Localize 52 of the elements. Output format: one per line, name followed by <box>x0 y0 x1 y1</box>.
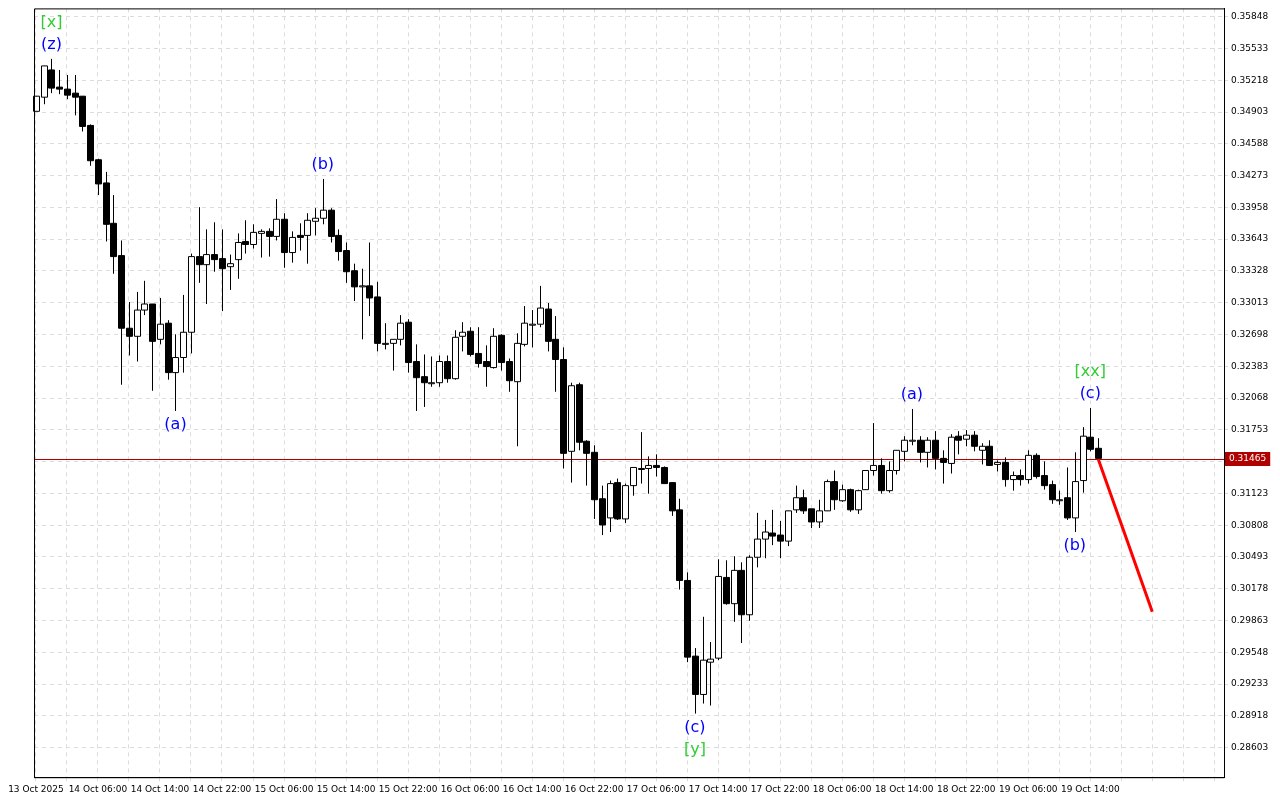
y-tick-label: 0.34903 <box>1231 106 1269 117</box>
annotation: (a) <box>900 384 924 404</box>
y-tick-label: 0.33328 <box>1231 265 1269 276</box>
y-tick-label: 0.33013 <box>1231 297 1269 308</box>
x-tick-label: 14 Oct 06:00 <box>68 783 128 794</box>
annotation: (b) <box>311 154 335 174</box>
x-tick-label: 16 Oct 22:00 <box>564 783 624 794</box>
y-tick-label: 0.32383 <box>1231 360 1269 371</box>
y-tick-label: 0.35848 <box>1231 11 1269 22</box>
x-tick-label: 13 Oct 2025 <box>8 783 64 794</box>
annotation: (b) <box>1063 535 1087 555</box>
x-tick-label: 14 Oct 22:00 <box>192 783 252 794</box>
x-tick-label: 17 Oct 06:00 <box>626 783 686 794</box>
y-tick-label: 0.29233 <box>1231 678 1269 689</box>
x-tick-label: 14 Oct 14:00 <box>130 783 190 794</box>
y-tick-label: 0.30493 <box>1231 551 1269 562</box>
annotation: [xx] <box>1074 361 1106 381</box>
y-tick-label: 0.32698 <box>1231 328 1269 339</box>
y-tick-label: 0.30808 <box>1231 519 1269 530</box>
annotation: [y] <box>683 738 706 758</box>
y-tick-label: 0.34273 <box>1231 169 1269 180</box>
x-tick-label: 18 Oct 06:00 <box>812 783 872 794</box>
y-tick-label: 0.29548 <box>1231 646 1269 657</box>
y-tick-label: 0.28603 <box>1231 741 1269 752</box>
y-tick-label: 0.32068 <box>1231 392 1269 403</box>
annotation: (a) <box>164 414 187 434</box>
x-tick-label: 17 Oct 22:00 <box>750 783 810 794</box>
y-tick-label: 0.33643 <box>1231 233 1269 244</box>
y-tick-label: 0.31753 <box>1231 424 1269 435</box>
annotation: (c) <box>1079 383 1101 403</box>
y-tick-label: 0.28918 <box>1231 710 1269 721</box>
x-tick-label: 16 Oct 14:00 <box>502 783 562 794</box>
x-tick-label: 19 Oct 06:00 <box>998 783 1058 794</box>
y-tick-label: 0.35533 <box>1231 42 1269 53</box>
y-tick-label: 0.35218 <box>1231 74 1269 85</box>
annotation: [x] <box>40 12 63 31</box>
y-tick-label: 0.34588 <box>1231 138 1269 149</box>
annotation: (z) <box>41 34 62 53</box>
x-tick-label: 15 Oct 22:00 <box>378 783 438 794</box>
x-tick-label: 19 Oct 14:00 <box>1060 783 1120 794</box>
x-tick-label: 18 Oct 14:00 <box>874 783 934 794</box>
x-tick-label: 16 Oct 06:00 <box>440 783 500 794</box>
x-tick-label: 15 Oct 06:00 <box>254 783 314 794</box>
x-tick-label: 18 Oct 22:00 <box>936 783 996 794</box>
y-tick-label: 0.30178 <box>1231 583 1269 594</box>
y-tick-label: 0.33958 <box>1231 201 1269 212</box>
x-tick-label: 15 Oct 14:00 <box>316 783 376 794</box>
ref-line-label: 0.31465 <box>1229 453 1267 464</box>
y-tick-label: 0.31123 <box>1231 487 1269 498</box>
y-tick-label: 0.29863 <box>1231 614 1269 625</box>
x-tick-label: 17 Oct 14:00 <box>688 783 748 794</box>
annotation: (c) <box>684 716 706 736</box>
